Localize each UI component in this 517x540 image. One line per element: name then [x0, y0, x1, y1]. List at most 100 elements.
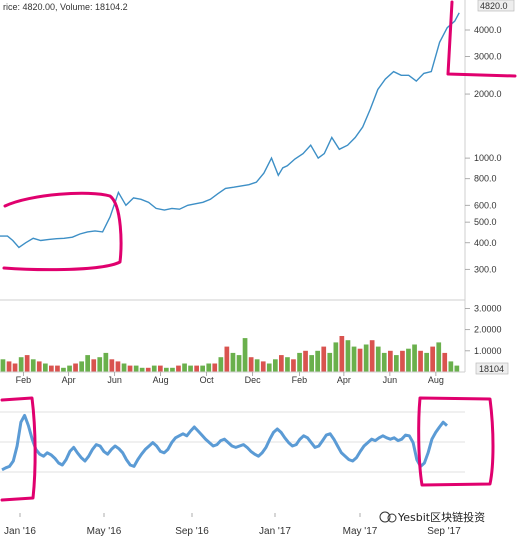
volume-bar: [291, 359, 296, 372]
volume-bar: [55, 365, 60, 372]
volume-axis-ticks: 3.0000 2.0000 1.0000: [465, 303, 502, 356]
volume-bar: [115, 361, 121, 372]
volume-bar: [309, 355, 314, 372]
volume-bar: [151, 365, 157, 372]
volume-bar: [381, 352, 387, 372]
bottom-x-tick-label: Jan '16: [4, 526, 36, 537]
price-tick-label: 800.0: [474, 174, 497, 184]
volume-bar: [442, 352, 448, 372]
volume-bar: [200, 365, 205, 372]
volume-bar: [236, 355, 242, 372]
volume-bar: [18, 357, 24, 372]
volume-bar: [260, 361, 266, 372]
volume-bar: [127, 365, 133, 372]
volume-bar: [109, 359, 115, 372]
volume-bar: [242, 338, 248, 372]
volume-bar: [6, 361, 12, 372]
price-panel: 4000.0 3000.0 2000.0 1000.0 800.0 600.0 500.0 4…: [0, 0, 515, 300]
indicator-panel: Jan '16 May '16 Sep '16 Jan '17 May '17 Sep '…: [0, 411, 465, 537]
bottom-x-tick-label: Sep '17: [427, 526, 461, 537]
volume-bar: [454, 365, 460, 372]
price-axis-ticks: 4000.0 3000.0 2000.0 1000.0 800.0 600.0 500.0 4…: [465, 25, 502, 274]
price-tick-label: 3000.0: [474, 52, 502, 62]
volume-bar: [339, 336, 345, 372]
volume-bar: [279, 355, 284, 372]
volume-bar: [164, 367, 169, 372]
volume-bar: [448, 361, 454, 372]
volume-bar: [24, 355, 30, 372]
x-tick-label: Feb: [16, 375, 32, 385]
volume-bar: [333, 342, 339, 372]
x-tick-label: Jun: [383, 375, 398, 385]
price-tick-label: 1000.0: [474, 153, 502, 163]
price-tick-label: 500.0: [474, 217, 497, 227]
indicator-series-line: [1, 413, 449, 472]
volume-bar: [400, 350, 405, 372]
volume-bar: [273, 359, 278, 372]
volume-bar: [36, 361, 42, 372]
bottom-x-axis-ticks: Jan '16 May '16 Sep '16 Jan '17 May '17 Sep '…: [4, 513, 461, 537]
x-tick-label: Apr: [337, 375, 351, 385]
volume-bar: [12, 363, 18, 372]
volume-bars: [0, 336, 460, 372]
volume-bar: [158, 365, 163, 372]
volume-bar: [139, 367, 145, 372]
volume-bar: [176, 365, 181, 372]
watermark-icon: [379, 511, 391, 523]
volume-bar: [170, 367, 175, 372]
volume-bar: [97, 357, 103, 372]
volume-bar: [79, 361, 84, 372]
bottom-x-tick-label: Jan '17: [259, 526, 291, 537]
volume-bar: [321, 346, 327, 372]
volume-bar: [85, 355, 90, 372]
volume-bar: [303, 350, 308, 372]
bottom-x-tick-label: Sep '16: [175, 526, 209, 537]
volume-panel: 3.0000 2.0000 1.0000 18104 Feb Apr Jun Aug Oct…: [0, 299, 509, 385]
price-tick-label: 400.0: [474, 238, 497, 248]
watermark-text: Yesbit区块链投资: [397, 510, 485, 524]
volume-bar: [121, 363, 127, 372]
volume-bar: [357, 348, 363, 372]
volume-bar: [212, 363, 218, 372]
x-tick-label: Apr: [62, 375, 76, 385]
price-last-value-box: [477, 0, 515, 12]
volume-bar: [375, 346, 381, 372]
price-volume-header: rice: 4820.00, Volume: 18104.2: [3, 2, 128, 12]
volume-bar: [363, 344, 369, 372]
volume-bar: [218, 357, 224, 372]
watermark-icon-2: [387, 513, 397, 523]
volume-bar: [49, 365, 54, 372]
volume-bar: [297, 352, 302, 372]
volume-bar: [418, 350, 423, 372]
volume-tick-label: 3.0000: [474, 303, 502, 313]
bottom-x-tick-label: May '17: [343, 526, 378, 537]
volume-bar: [103, 352, 109, 372]
volume-bar: [230, 352, 236, 372]
volume-bar: [67, 365, 72, 372]
volume-bar: [254, 359, 260, 372]
volume-bar: [351, 346, 357, 372]
top-x-axis-ticks: Feb Apr Jun Aug Oct Dec Feb Apr Jun Aug: [16, 372, 444, 385]
volume-bar: [436, 342, 442, 372]
x-tick-label: Oct: [200, 375, 215, 385]
annotation-marks: [0, 0, 517, 502]
volume-bar: [145, 367, 151, 372]
volume-bar: [345, 340, 351, 372]
volume-bar: [388, 350, 393, 372]
volume-bar: [182, 363, 187, 372]
volume-bar: [206, 363, 212, 372]
price-tick-label: 4000.0: [474, 25, 502, 35]
volume-bar: [412, 344, 417, 372]
price-series-line: [0, 12, 460, 249]
volume-bar: [248, 357, 254, 372]
price-last-value: 4820.0: [480, 1, 508, 11]
price-tick-label: 600.0: [474, 200, 497, 210]
volume-tick-label: 2.0000: [474, 325, 502, 335]
volume-bar: [61, 367, 66, 372]
x-tick-label: Feb: [292, 375, 308, 385]
volume-bar: [0, 359, 6, 372]
x-tick-label: Jun: [107, 375, 122, 385]
volume-last-value-box: [475, 362, 509, 375]
volume-bar: [406, 348, 411, 372]
